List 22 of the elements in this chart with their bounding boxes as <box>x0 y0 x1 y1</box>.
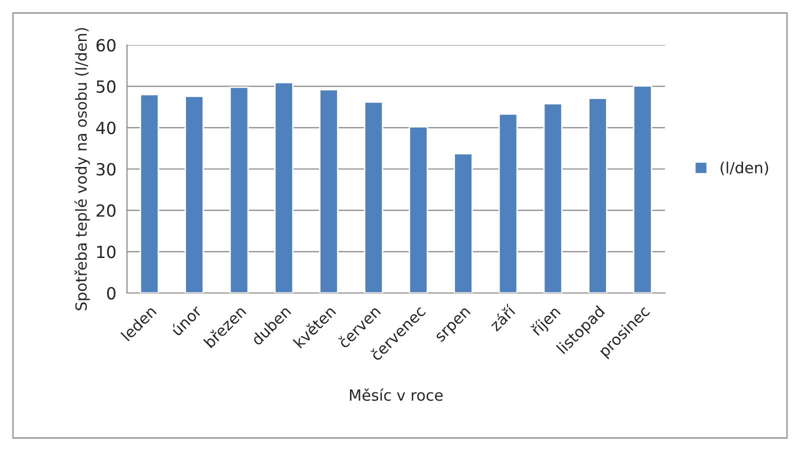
bar <box>364 101 384 293</box>
bar <box>498 113 518 293</box>
bar <box>184 96 204 293</box>
legend-label: (l/den) <box>720 162 768 176</box>
bar <box>319 88 338 293</box>
bar <box>632 85 652 293</box>
y-tick-label: 50 <box>96 80 116 93</box>
y-tick-label: 10 <box>97 246 116 258</box>
y-tick-label: 30 <box>96 162 116 176</box>
bar <box>543 103 563 293</box>
bar <box>408 126 428 293</box>
bar <box>588 98 608 293</box>
y-axis-title: Spotřeba teplé vody na osobu (l/den) <box>74 28 90 310</box>
y-tick-label: 40 <box>96 122 116 134</box>
y-tick-label: 20 <box>96 204 116 217</box>
y-tick-label: 0 <box>107 286 116 300</box>
bar <box>274 82 294 293</box>
bar <box>229 86 249 293</box>
bar <box>454 153 473 293</box>
y-tick-label: 60 <box>96 38 116 52</box>
x-axis-title: Měsíc v roce <box>350 388 443 401</box>
bar <box>140 94 160 293</box>
